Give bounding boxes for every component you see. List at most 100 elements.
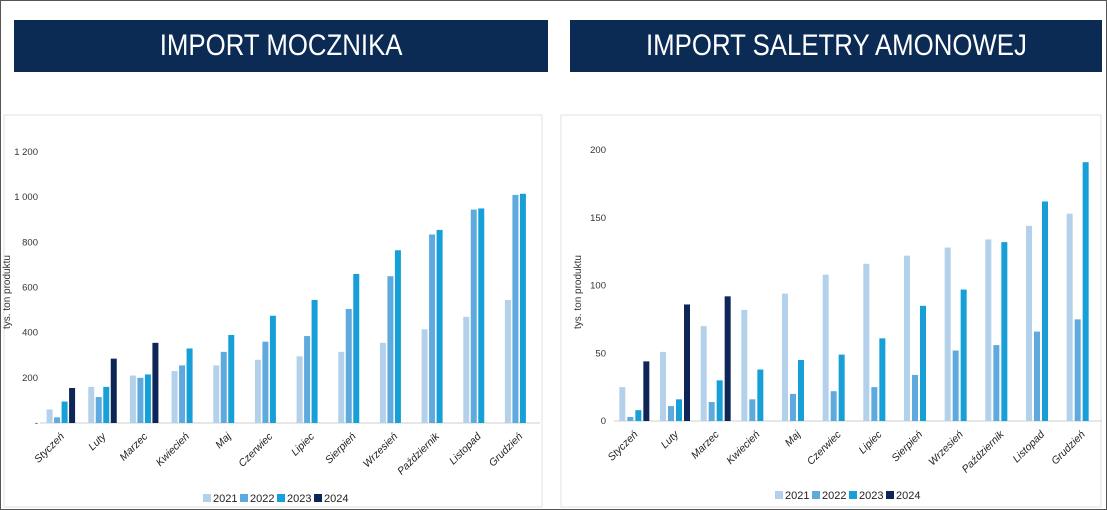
- bar-2022-sierpien: [912, 374, 918, 421]
- bar-2023-pazdziernik: [436, 229, 443, 423]
- bar-2022-wrzesien: [387, 276, 394, 423]
- legend-label-2021: 2021: [785, 490, 809, 502]
- chart-title-ammonium-nitrate-text: IMPORT SALETRY AMONOWEJ: [645, 29, 1027, 62]
- bar-2021-styczen: [619, 387, 626, 421]
- bar-2021-czerwiec: [822, 274, 829, 421]
- bar-2023-maj: [228, 334, 235, 423]
- bar-2023-czerwiec: [269, 315, 276, 423]
- bar-2021-maj: [213, 365, 220, 423]
- legend-swatch-2022: [240, 494, 248, 502]
- bar-2022-styczen: [627, 416, 634, 421]
- bar-2023-marzec: [144, 374, 151, 423]
- bar-2022-marzec: [708, 402, 715, 421]
- bar-2023-luty: [676, 399, 682, 421]
- x-category-label: Lipiec: [857, 428, 885, 456]
- bar-2022-marzec: [137, 377, 144, 423]
- chart-ammonium-nitrate-import: 0 50 100 150 200 tys. ton produktu Styczeń Luty…: [560, 114, 1102, 508]
- bar-2021-lipiec: [296, 356, 303, 423]
- legend-swatch-2022: [812, 491, 820, 499]
- bar-2021-luty: [660, 351, 666, 421]
- bar-2023-luty: [103, 386, 110, 423]
- bar-2021-wrzesien: [379, 342, 386, 423]
- bar-2022-listopad: [1034, 331, 1040, 421]
- bar-2022-kwiecien: [179, 365, 186, 423]
- bar-2021-kwiecien: [741, 309, 748, 421]
- bar-2023-marzec: [716, 380, 723, 421]
- bar-2022-pazdziernik: [993, 345, 1000, 421]
- x-category-label: Luty: [86, 430, 109, 453]
- x-category-label: Marzec: [117, 430, 150, 463]
- legend-label-2023: 2023: [859, 490, 883, 502]
- legend-label-2024: 2024: [324, 493, 348, 505]
- bar-2022-styczen: [54, 417, 61, 423]
- x-category-label: Luty: [659, 428, 682, 451]
- y-tick-label: 1 200: [14, 147, 38, 158]
- bar-2022-maj: [790, 393, 796, 421]
- chart-title-urea: IMPORT MOCZNIKA: [14, 20, 548, 72]
- x-category-label: Kwiecień: [724, 429, 762, 467]
- x-category-label: Sierpień: [889, 429, 925, 465]
- y-axis-label: tys. ton produktu: [573, 255, 584, 329]
- legend-swatch-2023: [849, 491, 857, 499]
- bar-2021-kwiecien: [171, 371, 178, 423]
- legend-swatch-2024: [314, 494, 322, 502]
- y-tick-label: 0: [601, 416, 606, 427]
- bar-2022-czerwiec: [262, 341, 269, 423]
- y-axis-label: tys. ton produktu: [2, 255, 13, 329]
- bar-2021-sierpien: [904, 255, 910, 421]
- legend-swatch-2023: [277, 494, 285, 502]
- bar-2021-listopad: [463, 316, 470, 423]
- y-tick-label: 100: [590, 281, 606, 292]
- bar-2023-sierpien: [920, 305, 926, 421]
- bar-2024-luty: [110, 358, 117, 423]
- bar-2024-marzec: [724, 296, 731, 421]
- bar-2022-luty: [668, 406, 674, 421]
- bar-2022-lipiec: [304, 336, 311, 423]
- x-category-label: Wrzesień: [361, 431, 401, 471]
- y-tick-label: 1 000: [14, 192, 38, 203]
- chart-panel-border: [3, 114, 543, 508]
- x-category-label: Grudzień: [487, 431, 526, 470]
- x-category-label: Maj: [783, 428, 804, 449]
- legend-label-2024: 2024: [896, 490, 920, 502]
- x-category-label: Listopad: [1011, 428, 1048, 465]
- x-category-label: Marzec: [689, 428, 722, 461]
- bar-2021-marzec: [129, 375, 136, 423]
- bar-2022-wrzesien: [952, 350, 959, 421]
- bar-2022-pazdziernik: [429, 234, 436, 423]
- legend-swatch-2024: [886, 491, 894, 499]
- x-category-label: Kwiecień: [154, 431, 192, 469]
- bar-2024-marzec: [152, 342, 159, 423]
- bar-2023-wrzesien: [394, 250, 401, 423]
- bar-2024-styczen: [69, 387, 76, 423]
- bar-2021-pazdziernik: [985, 239, 992, 421]
- y-tick-label: 150: [590, 213, 606, 224]
- bar-2022-grudzien: [512, 194, 519, 423]
- bar-2023-maj: [798, 360, 804, 421]
- x-category-label: Styczeń: [606, 429, 641, 464]
- bar-2023-lipiec: [311, 299, 318, 423]
- bar-2021-styczen: [46, 409, 53, 423]
- x-category-label: Sierpień: [323, 431, 359, 467]
- bar-2021-listopad: [1026, 225, 1032, 421]
- bar-2021-marzec: [700, 326, 707, 421]
- legend-swatch-2021: [775, 491, 783, 499]
- legend-label-2023: 2023: [287, 493, 311, 505]
- legend-label-2021: 2021: [213, 493, 237, 505]
- x-category-label: Czerwiec: [805, 428, 845, 468]
- bar-2023-pazdziernik: [1001, 242, 1008, 421]
- y-tick-label: 200: [590, 145, 606, 156]
- x-category-label: Grudzień: [1049, 429, 1088, 468]
- bar-2021-lipiec: [863, 263, 870, 421]
- x-category-label: Październik: [395, 430, 442, 477]
- bar-2021-wrzesien: [944, 247, 951, 421]
- bar-2022-kwiecien: [749, 399, 756, 421]
- y-tick-label: 800: [22, 237, 38, 248]
- y-tick-label: 600: [22, 283, 38, 294]
- bar-2024-styczen: [643, 361, 650, 421]
- bar-2023-sierpien: [353, 273, 360, 423]
- bar-2021-grudzien: [1066, 213, 1073, 421]
- x-category-label: Czerwiec: [236, 430, 276, 470]
- x-category-label: Listopad: [447, 430, 484, 467]
